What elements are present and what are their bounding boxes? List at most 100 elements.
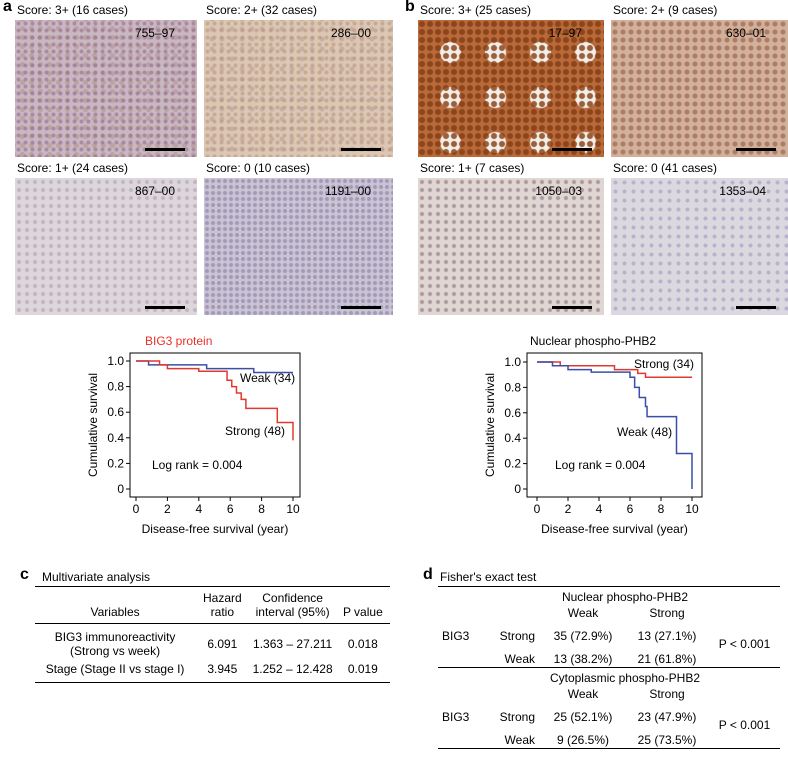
x-tick-label: 2	[164, 502, 171, 516]
column-header: Strong	[649, 687, 685, 701]
y-tick-label: 0.6	[504, 406, 521, 420]
panel-letter: d	[423, 566, 433, 583]
score-label: Score: 0 (10 cases)	[206, 161, 311, 175]
y-tick-label: 0	[117, 482, 124, 496]
x-tick-label: 4	[596, 502, 603, 516]
survival-curve	[537, 361, 692, 378]
table-cell: 6.091	[207, 637, 238, 651]
table-cell: 1.363 – 27.211	[253, 637, 333, 651]
score-label: Score: 2+ (9 cases)	[613, 3, 718, 17]
row-label: Strong	[499, 629, 535, 643]
y-tick-label: 1.0	[504, 355, 521, 369]
table-title: Fisher's exact test	[440, 570, 537, 584]
row-label: Weak	[504, 733, 535, 747]
x-tick-label: 8	[258, 502, 265, 516]
x-tick-label: 0	[133, 502, 140, 516]
case-id: 1050–03	[535, 184, 582, 198]
x-tick-label: 4	[195, 502, 202, 516]
case-id: 755–97	[134, 26, 175, 40]
series-label: Weak (34)	[240, 371, 295, 385]
case-id: 630–01	[725, 26, 766, 40]
spacer	[709, 668, 780, 687]
y-tick-label: 0.6	[107, 405, 124, 419]
scale-bar	[145, 148, 185, 151]
block-heading: Nuclear phospho-PHB2	[561, 590, 689, 604]
column-row: Weak Strong	[438, 605, 780, 621]
x-tick-label: 6	[627, 502, 634, 516]
spacer	[492, 668, 541, 687]
micrograph: 286–00	[204, 20, 393, 157]
score-label: Score: 2+ (32 cases)	[206, 3, 318, 17]
panel-letter: c	[20, 566, 29, 583]
y-tick-label: 0.4	[504, 431, 521, 445]
spacer	[492, 605, 541, 621]
case-id: 867–00	[134, 184, 175, 198]
spacer	[438, 587, 492, 606]
spacer	[709, 587, 780, 606]
spacer	[492, 686, 541, 702]
table-row: BIG3 Strong 35 (72.9%) 13 (27.1%) P < 0.001	[438, 621, 780, 651]
y-tick-label: 1.0	[107, 354, 124, 368]
score-label: Score: 3+ (16 cases)	[17, 3, 129, 17]
table-row: BIG3 immunoreactivity (Strong vs week) 6.…	[35, 624, 390, 661]
annotation: Log rank = 0.004	[555, 458, 646, 472]
spacer	[438, 668, 492, 687]
case-id: 17–97	[548, 26, 582, 40]
table-cell: 9 (26.5%)	[556, 733, 610, 747]
scale-bar	[552, 148, 592, 151]
column-header: Weak	[567, 687, 599, 701]
score-label: Score: 1+ (24 cases)	[17, 161, 129, 175]
p-value: P < 0.001	[718, 637, 771, 651]
row-group: BIG3	[442, 710, 470, 724]
x-axis-label: Disease-free survival (year)	[541, 522, 688, 536]
spacer	[438, 686, 492, 702]
table-cell: 0.019	[347, 662, 378, 676]
row-group: BIG3	[442, 629, 470, 643]
case-id: 286–00	[330, 26, 371, 40]
series-label: Strong (34)	[634, 357, 694, 371]
survival-curve	[537, 361, 693, 489]
y-tick-label: 0.2	[107, 456, 124, 470]
y-tick-label: 0.8	[504, 380, 521, 394]
y-axis-label: Cumulative survival	[483, 373, 497, 477]
scale-bar	[145, 306, 185, 309]
column-header: Weak	[567, 606, 599, 620]
y-tick-label: 0.2	[504, 457, 521, 471]
panel-letter: b	[405, 0, 415, 15]
score-label: Score: 1+ (7 cases)	[420, 161, 525, 175]
micrograph: 755–97	[15, 20, 197, 157]
spacer	[709, 605, 780, 621]
column-header: Variables	[90, 605, 140, 619]
column-header: Confidence interval (95%)	[255, 591, 330, 619]
table-row: Stage (Stage II vs stage I) 3.945 1.252 – …	[35, 660, 390, 683]
x-tick-label: 10	[685, 502, 699, 516]
table-cell: 13 (27.1%)	[637, 629, 697, 643]
score-label: Score: 0 (41 cases)	[613, 161, 718, 175]
scale-bar	[552, 306, 592, 309]
micrograph: 17–97	[418, 20, 604, 157]
micrograph: 1353–04	[611, 178, 788, 315]
table-cell: 25 (73.5%)	[637, 733, 697, 747]
column-header: Strong	[649, 606, 685, 620]
table-cell: 21 (61.8%)	[637, 652, 697, 666]
y-axis-label: Cumulative survival	[86, 373, 100, 477]
scale-bar	[736, 148, 776, 151]
table: Nuclear phospho-PHB2 Weak Strong BIG3 Strong…	[438, 586, 780, 749]
table-cell: 35 (72.9%)	[553, 629, 613, 643]
table-cell: 1.252 – 12.428	[252, 662, 333, 676]
case-id: 1353–04	[719, 184, 766, 198]
scale-bar	[341, 148, 381, 151]
row-group	[438, 651, 492, 668]
table-cell: 0.018	[347, 637, 378, 651]
spacer	[492, 587, 541, 606]
annotation: Log rank = 0.004	[152, 458, 243, 472]
table-row: Weak 13 (38.2%) 21 (61.8%)	[438, 651, 780, 668]
case-id: 1191–00	[325, 184, 371, 198]
scale-bar	[736, 306, 776, 309]
table-cell: 13 (38.2%)	[553, 652, 613, 666]
plot-frame	[129, 352, 301, 498]
y-tick-label: 0.4	[107, 431, 124, 445]
x-tick-label: 2	[565, 502, 572, 516]
column-header: Hazard ratio	[203, 591, 242, 619]
